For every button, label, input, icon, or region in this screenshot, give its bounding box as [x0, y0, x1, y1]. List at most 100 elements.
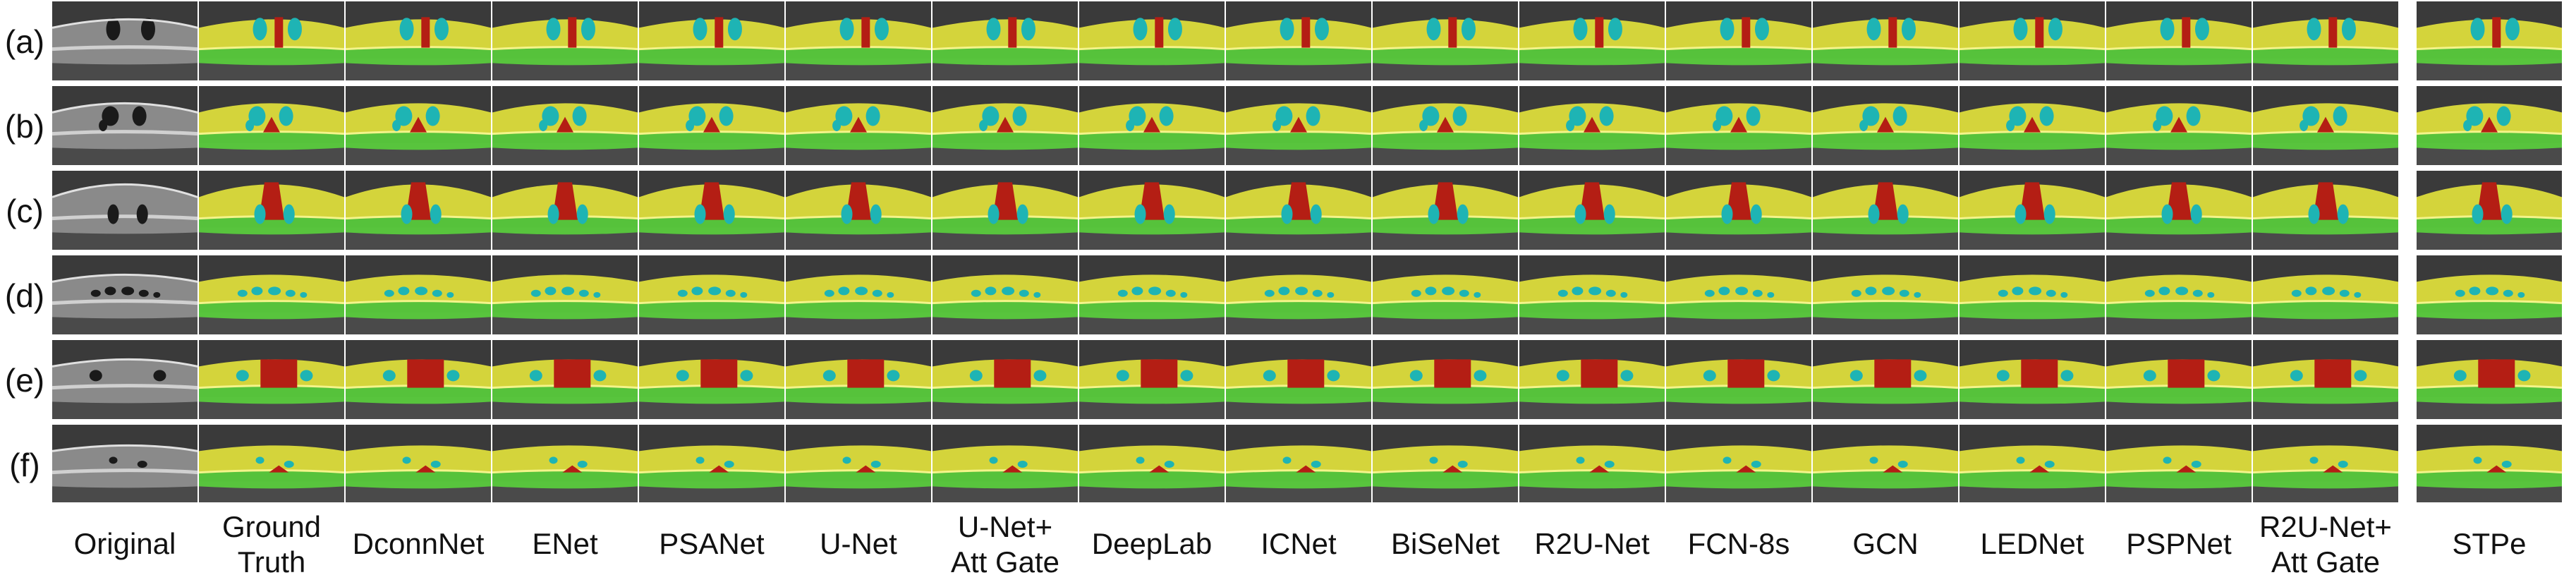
segmentation-tile [1079, 340, 1225, 419]
segmentation-tile [345, 86, 492, 165]
segmentation-tile [785, 171, 932, 250]
segmentation-tile [2106, 171, 2252, 250]
segmentation-tile [345, 255, 492, 334]
segmentation-tile [1959, 171, 2106, 250]
segmentation-tile [932, 1, 1079, 80]
segmentation-tile [1372, 255, 1519, 334]
segmentation-tile [198, 340, 345, 419]
column-label: U-Net+ Att Gate [950, 510, 1060, 579]
segmentation-tile [1665, 340, 1812, 419]
segmentation-tile [1519, 1, 1665, 80]
segmentation-tile [1959, 340, 2106, 419]
segmentation-tile [1959, 255, 2106, 334]
segmentation-tile [1079, 171, 1225, 250]
column-label: R2U-Net [1534, 527, 1650, 560]
segmentation-tile [1372, 86, 1519, 165]
segmentation-tile [2416, 425, 2563, 502]
column-label: PSANet [659, 527, 765, 560]
segmentation-tile [1812, 1, 1959, 80]
segmentation-tile [638, 86, 785, 165]
segmentation-tile [1225, 171, 1372, 250]
column-label: GCN [1852, 527, 1919, 560]
segmentation-tile [2252, 86, 2399, 165]
segmentation-tile [1519, 340, 1665, 419]
segmentation-tile [1812, 425, 1959, 502]
segmentation-tile [2416, 1, 2563, 80]
segmentation-tile [785, 340, 932, 419]
segmentation-tile [2106, 86, 2252, 165]
column-label: FCN-8s [1687, 527, 1790, 560]
column-label: R2U-Net+ Att Gate [2259, 510, 2392, 579]
segmentation-tile [1225, 340, 1372, 419]
original-oct-scan [51, 425, 198, 502]
segmentation-tile [1812, 340, 1959, 419]
segmentation-tile [1079, 1, 1225, 80]
segmentation-tile [198, 255, 345, 334]
original-oct-scan [51, 1, 198, 80]
segmentation-tile [1225, 1, 1372, 80]
column-label: Original [73, 527, 176, 560]
segmentation-tile [2416, 255, 2563, 334]
segmentation-tile [785, 255, 932, 334]
segmentation-tile [345, 425, 492, 502]
segmentation-tile [638, 171, 785, 250]
segmentation-tile [932, 171, 1079, 250]
column-label: ENet [532, 527, 598, 560]
segmentation-tile [2252, 425, 2399, 502]
segmentation-tile [785, 1, 932, 80]
segmentation-tile [1225, 255, 1372, 334]
segmentation-tile [1519, 86, 1665, 165]
column-label: LEDNet [1980, 527, 2084, 560]
original-oct-scan [51, 255, 198, 334]
segmentation-tile [2106, 1, 2252, 80]
segmentation-tile [492, 171, 638, 250]
segmentation-tile [1225, 86, 1372, 165]
segmentation-tile [1959, 425, 2106, 502]
segmentation-tile [2416, 340, 2563, 419]
column-label: PSPNet [2126, 527, 2232, 560]
segmentation-tile [638, 425, 785, 502]
segmentation-tile [198, 1, 345, 80]
segmentation-tile [345, 171, 492, 250]
original-oct-scan [51, 340, 198, 419]
segmentation-tile [2106, 255, 2252, 334]
segmentation-tile [1665, 1, 1812, 80]
column-label: Ground Truth [221, 510, 322, 579]
segmentation-tile [1665, 255, 1812, 334]
row-label: (e) [4, 362, 45, 399]
segmentation-tile [2252, 171, 2399, 250]
segmentation-tile [2106, 425, 2252, 502]
separator-line [2404, 0, 2410, 494]
row-label: (f) [9, 447, 40, 483]
segmentation-tile [1665, 425, 1812, 502]
segmentation-tile [1079, 425, 1225, 502]
segmentation-tile [1665, 171, 1812, 250]
segmentation-tile [638, 1, 785, 80]
segmentation-tile [785, 86, 932, 165]
column-label: ICNet [1260, 527, 1337, 560]
row-label: (d) [4, 277, 45, 314]
segmentation-tile [1812, 171, 1959, 250]
segmentation-tile [638, 255, 785, 334]
segmentation-tile [1079, 86, 1225, 165]
column-label: STPe [2452, 527, 2527, 560]
segmentation-tile [1372, 425, 1519, 502]
column-label: BiSeNet [1390, 527, 1500, 560]
segmentation-tile [1519, 171, 1665, 250]
original-oct-scan [51, 86, 198, 165]
segmentation-tile [492, 86, 638, 165]
image-grid [51, 1, 2563, 502]
segmentation-tile [932, 255, 1079, 334]
column-label: U-Net [820, 527, 897, 560]
segmentation-tile [2416, 86, 2563, 165]
segmentation-tile [1519, 255, 1665, 334]
segmentation-tile [932, 425, 1079, 502]
segmentation-tile [1372, 1, 1519, 80]
segmentation-tile [1225, 425, 1372, 502]
segmentation-tile [1959, 86, 2106, 165]
row-label: (a) [4, 23, 45, 60]
segmentation-tile [1519, 425, 1665, 502]
segmentation-tile [198, 86, 345, 165]
segmentation-tile [1665, 86, 1812, 165]
